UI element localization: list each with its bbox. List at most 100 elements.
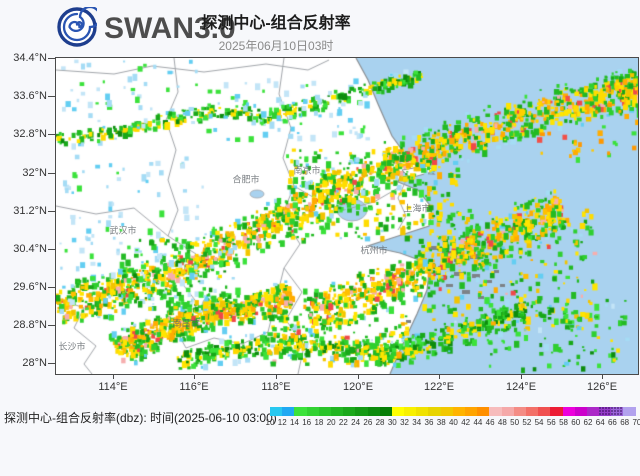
- legend-tick-label: 68: [620, 418, 630, 427]
- legend-label: 探测中心-组合反射率(dbz): 时间(2025-06-10 03:00): [4, 411, 277, 425]
- x-axis-label: 118°E: [261, 381, 291, 393]
- legend-segment: [562, 407, 575, 416]
- legend-tick-label: 18: [314, 418, 324, 427]
- legend-segment: [477, 407, 490, 416]
- legend-tick-label: 56: [546, 418, 556, 427]
- legend-tick-label: 44: [473, 418, 483, 427]
- x-axis-label: 116°E: [179, 381, 209, 393]
- legend-segment: [306, 407, 319, 416]
- legend-tick-label: 34: [412, 418, 422, 427]
- x-axis-tick: [276, 374, 277, 379]
- legend-segment: [501, 407, 514, 416]
- legend-segment: [489, 407, 502, 416]
- legend-tick-label: 24: [351, 418, 361, 427]
- y-axis-tick: [48, 249, 55, 250]
- legend-tick-label: 62: [583, 418, 593, 427]
- legend-tick-label: 64: [595, 418, 605, 427]
- y-axis-label: 32.8°N: [13, 128, 47, 140]
- legend-segment: [599, 407, 612, 416]
- page-title: 探测中心-组合反射率: [201, 15, 351, 32]
- y-axis-label: 32°N: [22, 167, 47, 179]
- x-axis-label: 114°E: [98, 381, 128, 393]
- legend-segment: [416, 407, 429, 416]
- brand-text: SWAN3.0: [104, 12, 236, 45]
- legend-segment: [404, 407, 417, 416]
- legend-segment: [525, 407, 539, 416]
- x-axis-tick: [194, 374, 195, 379]
- x-axis-tick: [113, 374, 114, 379]
- title-block: 探测中心-组合反射率 2025年06月10日03时: [196, 9, 356, 54]
- legend-tick-label: 50: [510, 418, 520, 427]
- legend-segment: [318, 407, 331, 416]
- city-label: 武汉市: [109, 225, 137, 236]
- legend-segment: [367, 407, 380, 416]
- y-axis-tick: [48, 58, 55, 59]
- legend-tick-label: 54: [534, 418, 544, 427]
- legend-tick-label: 58: [559, 418, 568, 427]
- legend-tick-label: 14: [290, 418, 299, 427]
- y-axis-tick: [48, 96, 55, 97]
- y-axis-tick: [48, 363, 55, 364]
- legend-segment: [379, 407, 392, 416]
- legend-segment: [513, 407, 526, 416]
- legend-tick-label: 20: [326, 418, 336, 427]
- legend-tick-label: 48: [497, 418, 507, 427]
- legend: 探测中心-组合反射率(dbz): 时间(2025-06-10 03:00) 10…: [4, 406, 640, 438]
- radar-map-container: 34.4°N 33.6°N 32.8°N 32°N 31.2°N 30.4°N 29.6°N…: [13, 52, 639, 393]
- x-axis-tick: [602, 374, 603, 379]
- x-axis-tick: [521, 374, 522, 379]
- legend-tick-label: 30: [387, 418, 397, 427]
- x-axis-tick: [358, 374, 359, 379]
- legend-tick-label: 26: [363, 418, 373, 427]
- y-axis-label: 31.2°N: [13, 205, 47, 217]
- y-axis-label: 29.6°N: [13, 281, 47, 293]
- y-axis-label: 30.4°N: [13, 243, 47, 255]
- legend-segment: [294, 407, 307, 416]
- radar-map-canvas: [56, 58, 638, 374]
- legend-tick-label: 10: [265, 418, 275, 427]
- legend-segment: [282, 407, 295, 416]
- y-axis-tick: [48, 325, 55, 326]
- y-axis-label: 33.6°N: [13, 90, 47, 102]
- legend-segment: [586, 407, 600, 416]
- legend-tick-label: 12: [277, 418, 287, 427]
- y-axis-label: 28°N: [22, 357, 47, 369]
- y-axis-label: 28.8°N: [13, 319, 47, 331]
- city-label: 南昌市: [172, 318, 200, 329]
- x-axis-label: 126°E: [586, 381, 618, 393]
- legend-tick-label: 32: [400, 418, 409, 427]
- legend-tick-label: 42: [461, 418, 471, 427]
- legend-tick-label: 38: [436, 418, 446, 427]
- colorbar: [270, 407, 636, 416]
- legend-tick-label: 70: [632, 418, 640, 427]
- legend-segment: [574, 407, 587, 416]
- legend-segment: [355, 407, 368, 416]
- x-axis-tick: [439, 374, 440, 379]
- y-axis-tick: [48, 134, 55, 135]
- legend-segment: [440, 407, 453, 416]
- legend-tick-label: 66: [607, 418, 617, 427]
- city-label: 合肥市: [232, 174, 260, 185]
- legend-segment: [343, 407, 356, 416]
- cma-logo-icon: [57, 5, 102, 47]
- legend-tick-label: 36: [424, 418, 434, 427]
- legend-segment: [550, 407, 563, 416]
- legend-segment: [465, 407, 478, 416]
- y-axis-label: 34.4°N: [13, 52, 47, 64]
- city-label: 南京市: [293, 165, 321, 176]
- legend-segment: [270, 407, 283, 416]
- city-label: 长沙市: [58, 341, 86, 352]
- legend-segment: [330, 407, 344, 416]
- legend-tick-label: 60: [571, 418, 581, 427]
- city-label: 上海市: [403, 203, 431, 214]
- legend-tick-label: 28: [375, 418, 385, 427]
- legend-segment: [611, 407, 624, 416]
- legend-segment: [623, 407, 636, 416]
- y-axis-tick: [48, 287, 55, 288]
- x-axis-label: 120°E: [342, 381, 374, 393]
- legend-segment: [538, 407, 551, 416]
- timestamp: 2025年06月10日03时: [218, 39, 334, 53]
- x-axis-label: 124°E: [505, 381, 537, 393]
- legend-tick-label: 46: [485, 418, 495, 427]
